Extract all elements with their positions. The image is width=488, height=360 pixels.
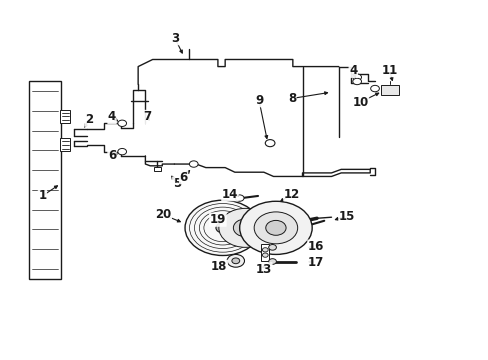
Text: 4: 4 (348, 64, 357, 77)
Text: 16: 16 (307, 240, 324, 253)
Circle shape (189, 161, 198, 167)
FancyBboxPatch shape (261, 244, 268, 261)
Text: 5: 5 (172, 177, 181, 190)
Circle shape (262, 248, 267, 252)
Circle shape (118, 120, 126, 126)
Text: 3: 3 (170, 32, 179, 45)
Text: 14: 14 (222, 188, 238, 201)
Text: 12: 12 (283, 188, 300, 201)
Circle shape (239, 201, 311, 255)
FancyBboxPatch shape (154, 167, 161, 171)
Text: 1: 1 (38, 189, 46, 202)
Text: 6: 6 (108, 149, 116, 162)
Circle shape (265, 220, 285, 235)
Circle shape (118, 148, 126, 155)
Circle shape (352, 78, 361, 85)
Text: 2: 2 (84, 113, 93, 126)
Circle shape (184, 200, 260, 256)
Text: 10: 10 (352, 95, 368, 108)
Text: 15: 15 (338, 210, 354, 222)
Circle shape (268, 244, 276, 250)
Text: 20: 20 (155, 208, 171, 221)
FancyBboxPatch shape (380, 85, 398, 95)
Circle shape (235, 195, 244, 201)
Text: 11: 11 (381, 64, 397, 77)
FancyBboxPatch shape (60, 138, 70, 151)
Circle shape (268, 259, 276, 264)
FancyBboxPatch shape (29, 81, 61, 279)
Text: 6: 6 (179, 171, 187, 184)
Text: 13: 13 (255, 263, 271, 276)
Text: 7: 7 (143, 111, 152, 123)
Circle shape (262, 253, 267, 257)
Circle shape (219, 208, 271, 247)
FancyBboxPatch shape (60, 110, 70, 123)
Circle shape (265, 140, 274, 147)
Text: 18: 18 (211, 260, 227, 273)
Circle shape (352, 74, 361, 80)
Text: 9: 9 (254, 94, 263, 107)
Text: 19: 19 (209, 213, 225, 226)
Circle shape (231, 258, 239, 264)
Text: 17: 17 (307, 256, 324, 269)
Circle shape (254, 212, 297, 244)
Circle shape (216, 223, 229, 233)
Circle shape (370, 85, 379, 92)
Text: 4: 4 (108, 111, 116, 123)
Text: 8: 8 (287, 92, 295, 105)
Circle shape (226, 255, 244, 267)
Circle shape (233, 219, 257, 237)
